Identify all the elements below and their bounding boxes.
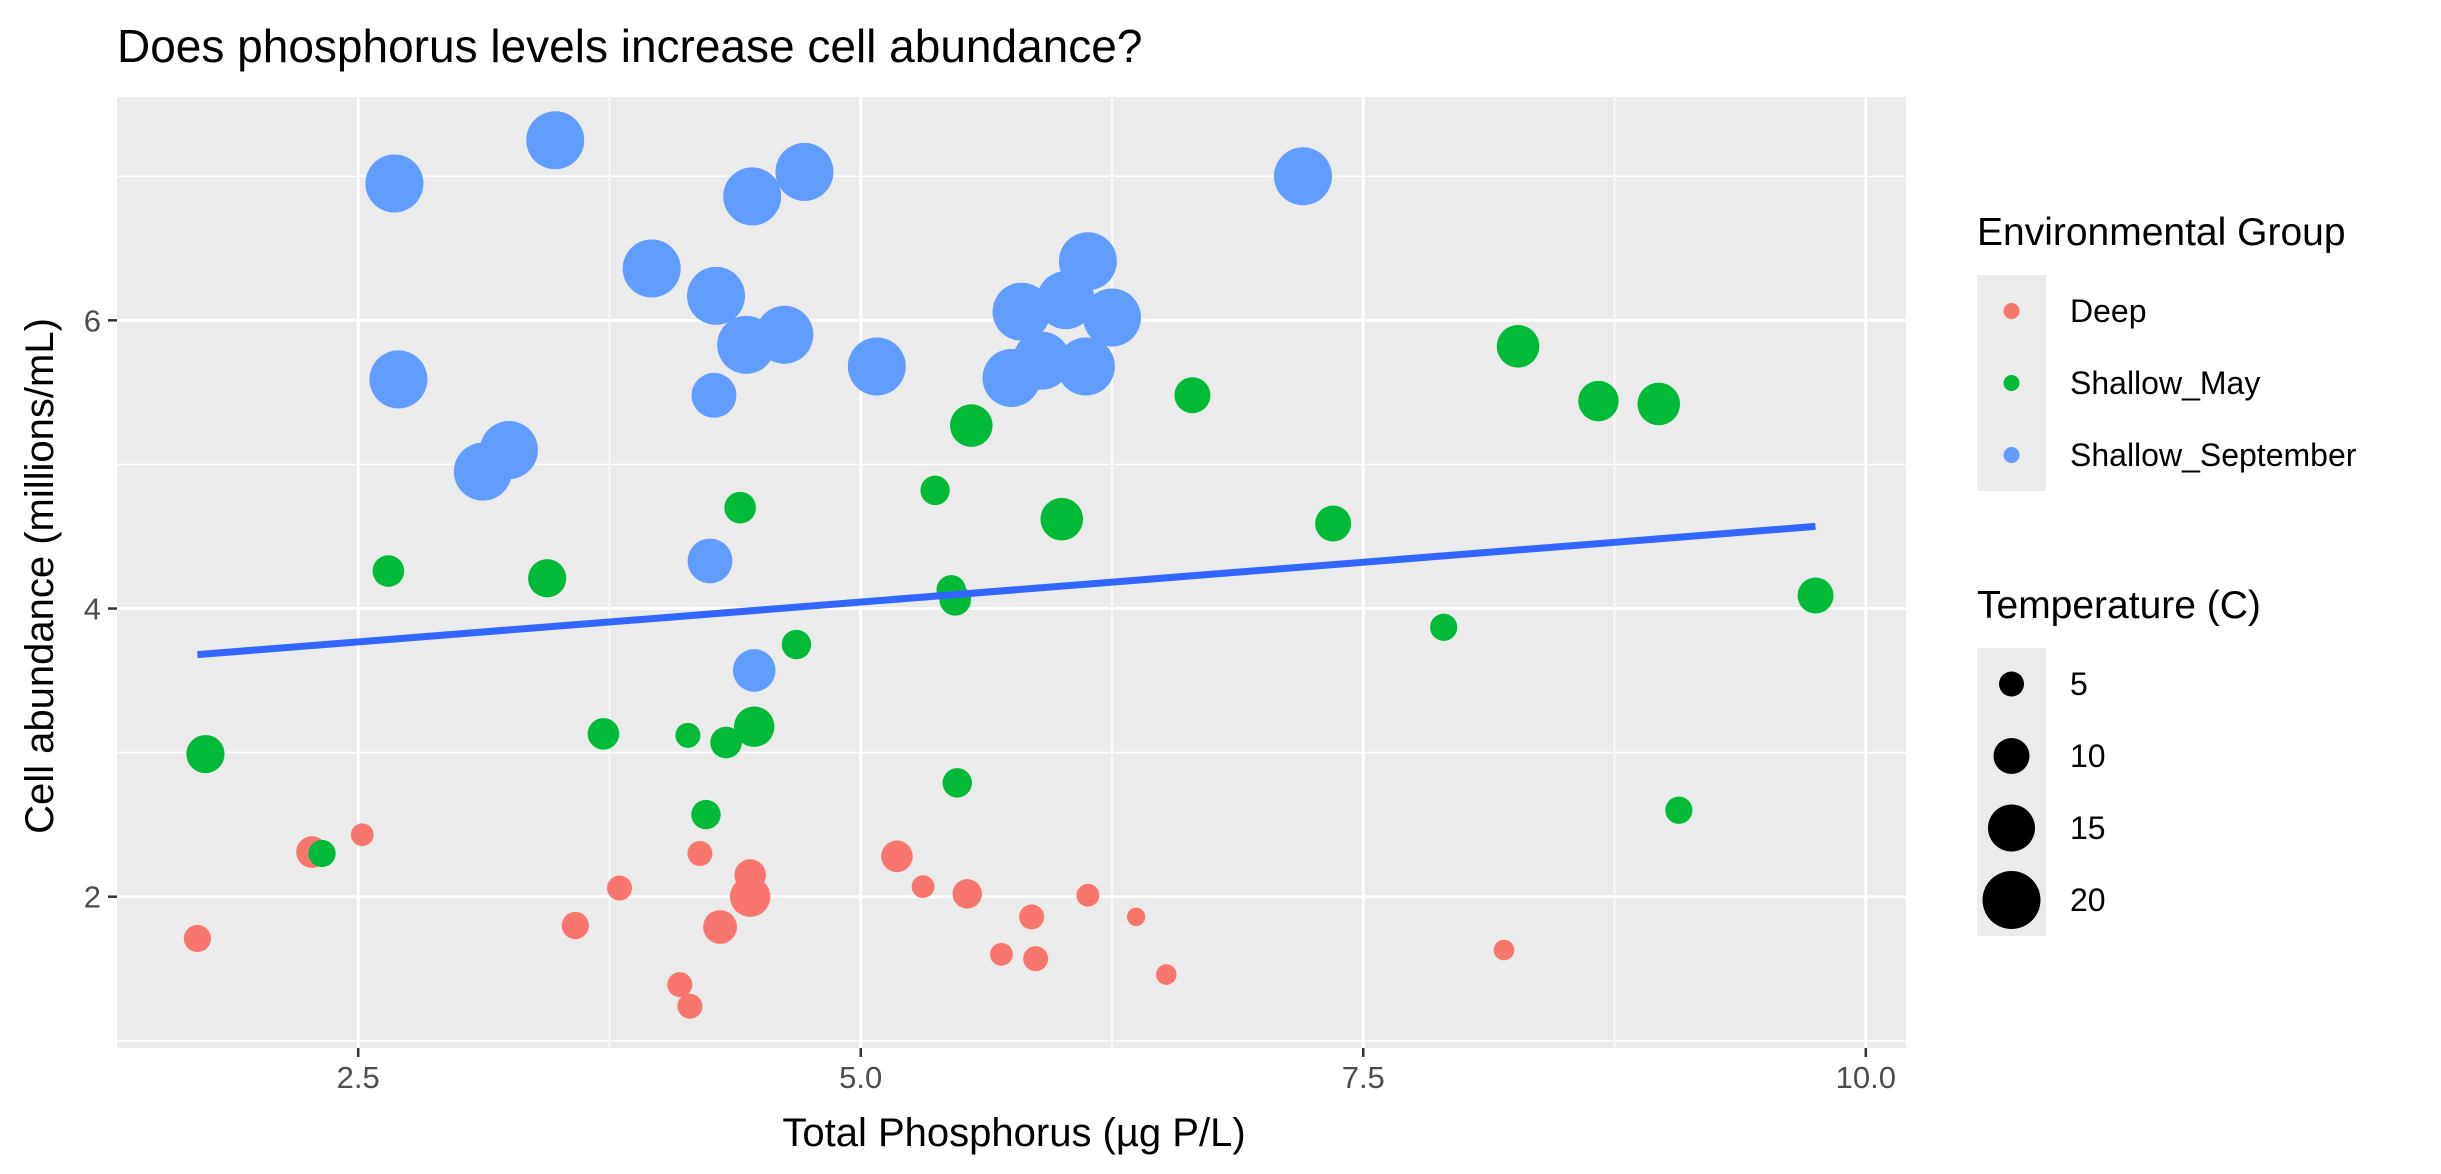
data-point-shallow-may: [587, 718, 620, 750]
data-point-deep: [1126, 907, 1146, 927]
data-point-shallow-may: [1578, 380, 1619, 422]
data-point-shallow-september: [687, 266, 746, 325]
data-point-shallow-may: [710, 726, 742, 759]
data-point-shallow-may: [308, 839, 336, 868]
size-legend-swatch: [1988, 804, 2035, 852]
data-point-shallow-september: [1056, 337, 1115, 396]
data-point-deep: [1023, 946, 1049, 972]
legend-label-shallow-may: Shallow_May: [2070, 365, 2260, 401]
data-point-shallow-may: [1665, 796, 1693, 824]
size-legend-title: Temperature (C): [1977, 584, 2261, 627]
data-point-shallow-may: [920, 475, 950, 506]
data-point-deep: [703, 910, 737, 944]
data-point-shallow-may: [675, 722, 701, 748]
data-point-shallow-september: [622, 239, 681, 298]
data-point-shallow-may: [781, 629, 812, 660]
size-legend-label: 20: [2070, 882, 2106, 918]
data-point-deep: [677, 993, 703, 1019]
legend: Environmental Group Temperature (C) Deep…: [1977, 211, 2357, 936]
data-point-shallow-may: [942, 768, 972, 798]
data-point-shallow-september: [732, 649, 776, 692]
legend-swatch-shallow-may: [2003, 375, 2020, 391]
y-tick-label: 2: [84, 880, 101, 915]
data-point-shallow-september: [755, 305, 814, 364]
data-point-deep: [667, 972, 693, 998]
data-point-shallow-may: [939, 584, 972, 616]
data-point-deep: [911, 875, 935, 899]
size-legend-swatch: [1982, 871, 2041, 929]
data-point-shallow-september: [1273, 147, 1332, 206]
data-point-deep: [561, 911, 589, 940]
plot-panel: [117, 97, 1906, 1048]
data-point-shallow-september: [1083, 288, 1142, 347]
data-point-shallow-september: [369, 350, 428, 409]
size-legend-swatch: [1999, 671, 2024, 697]
data-point-deep: [990, 942, 1013, 966]
data-point-deep: [952, 879, 982, 909]
y-tick-label: 6: [84, 303, 101, 338]
data-point-shallow-may: [691, 799, 721, 830]
data-point-shallow-may: [724, 491, 756, 524]
data-point-shallow-september: [365, 154, 424, 213]
data-point-shallow-september: [723, 167, 782, 226]
axis-ticks: 2.5 5.0 7.5 10.0 2 4 6: [84, 303, 1896, 1095]
data-point-shallow-september: [526, 111, 585, 170]
data-point-shallow-september: [992, 282, 1051, 341]
data-point-deep: [1076, 883, 1100, 907]
data-point-shallow-september: [847, 337, 906, 396]
size-legend-swatch: [1993, 738, 2030, 774]
data-point-deep: [607, 875, 633, 901]
size-legend-label: 5: [2070, 666, 2088, 702]
data-point-shallow-may: [1797, 577, 1834, 614]
data-point-deep: [350, 823, 374, 847]
data-point-shallow-september: [691, 372, 737, 418]
data-point-shallow-may: [1174, 377, 1211, 414]
size-legend-keys: 5 10 15 20: [1977, 648, 2106, 936]
data-point-deep: [881, 840, 913, 873]
data-point-shallow-september: [1058, 232, 1117, 291]
data-point-deep: [687, 840, 713, 866]
data-point-deep: [1493, 939, 1515, 961]
data-point-shallow-may: [1430, 613, 1458, 641]
data-point-shallow-september: [687, 538, 733, 584]
x-axis-title: Total Phosphorus (µg P/L): [782, 1111, 1245, 1155]
data-point-shallow-may: [1637, 382, 1681, 426]
data-point-deep: [1019, 904, 1045, 930]
chart-title: Does phosphorus levels increase cell abu…: [117, 20, 1142, 72]
data-point-shallow-september: [775, 142, 834, 201]
x-tick-label: 5.0: [839, 1060, 882, 1095]
data-point-shallow-may: [734, 706, 775, 747]
data-point-deep: [1155, 964, 1177, 985]
color-legend-title: Environmental Group: [1977, 211, 2346, 254]
legend-swatch-shallow-september: [2003, 447, 2020, 463]
data-point-deep: [183, 924, 212, 953]
data-point-shallow-september: [1012, 331, 1071, 390]
legend-swatch-deep: [2003, 303, 2020, 319]
data-point-deep: [729, 876, 771, 917]
data-point-shallow-may: [1496, 324, 1540, 368]
x-tick-label: 10.0: [1836, 1060, 1896, 1095]
data-point-shallow-september: [479, 421, 538, 480]
data-point-shallow-may: [1315, 505, 1352, 542]
color-legend-keys: Deep Shallow_May Shallow_September: [1977, 275, 2357, 491]
data-point-shallow-may: [1040, 497, 1084, 541]
trend-line: [197, 522, 1816, 659]
size-legend-label: 15: [2070, 810, 2106, 846]
trend-line-group: [197, 522, 1816, 659]
size-legend-label: 10: [2070, 738, 2106, 774]
legend-label-deep: Deep: [2070, 293, 2147, 329]
y-axis-title: Cell abundance (millions/mL): [18, 318, 62, 834]
legend-label-shallow-september: Shallow_September: [2070, 437, 2357, 473]
data-point-shallow-may: [372, 555, 405, 587]
x-tick-label: 7.5: [1342, 1060, 1385, 1095]
data-point-shallow-may: [186, 734, 225, 774]
x-tick-label: 2.5: [337, 1060, 380, 1095]
data-point-shallow-may: [949, 404, 993, 447]
y-tick-label: 4: [84, 592, 101, 627]
data-point-shallow-may: [528, 559, 567, 598]
